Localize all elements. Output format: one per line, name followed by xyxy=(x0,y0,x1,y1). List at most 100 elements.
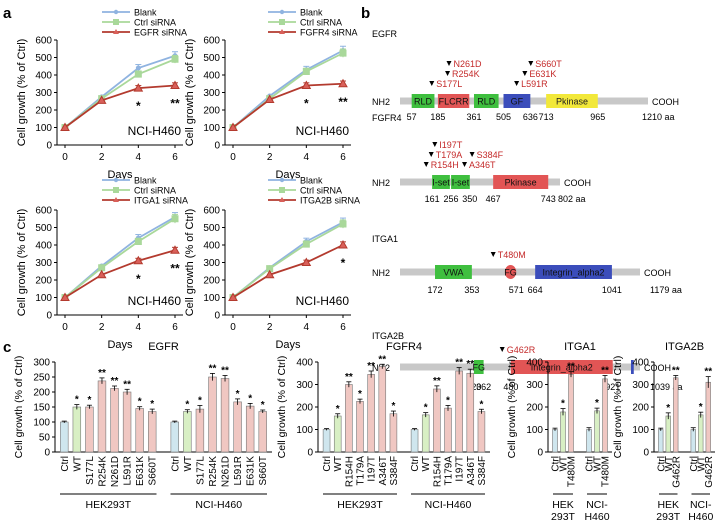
residue-position: 636 xyxy=(523,112,538,122)
data-point-square xyxy=(98,264,106,272)
significance-marker: * xyxy=(424,403,428,414)
mutation-label: N261D xyxy=(453,59,482,69)
data-point-triangle xyxy=(96,269,107,279)
data-point-triangle xyxy=(133,83,144,92)
protein-name: ITGA2B xyxy=(372,331,404,341)
x-axis-label: Days xyxy=(107,339,133,351)
y-tick-label: 0 xyxy=(46,141,52,152)
category-label: T480M xyxy=(567,456,578,487)
y-tick-label: 200 xyxy=(632,403,649,414)
data-point-square xyxy=(339,220,347,228)
cooh-terminus-label: COOH xyxy=(644,268,671,278)
mutation-marker xyxy=(522,71,528,76)
domain-label: Pkinase xyxy=(505,178,537,188)
y-axis-label: Cell growth (% of Ctrl) xyxy=(13,356,25,459)
mutation-label: S660T xyxy=(535,59,562,69)
bar xyxy=(97,380,107,453)
protein-diagram-egfr: EGFR NH2 COOH RLD FLCRR RLD GF Pkinase 57 185 361 5… xyxy=(372,29,679,122)
protein-diagram-fgfr4: FGFR4 NH2 COOH I-set I-set Pkinase 161 256 350 46… xyxy=(372,113,591,204)
legend-label: Blank xyxy=(134,8,157,18)
data-point-triangle xyxy=(264,94,275,103)
domain-label: FLCRR xyxy=(439,97,470,107)
significance-marker: ** xyxy=(378,354,386,365)
bar xyxy=(195,408,205,453)
bar xyxy=(148,411,157,453)
nh2-terminus-label: NH2 xyxy=(372,178,390,188)
y-axis-label: Cell growth (% of Ctrl) xyxy=(184,209,196,317)
data-point-triangle xyxy=(301,80,312,89)
x-tick-label: 6 xyxy=(172,152,178,163)
legend-marker xyxy=(279,19,285,25)
domain-label: Pkinase xyxy=(556,97,588,107)
bar xyxy=(258,411,267,453)
mutation-marker xyxy=(445,71,451,76)
line-chart-a-egfr: 0 100 200 300 400 500 600 0 2 4 6 Days Cell growth (… xyxy=(16,8,187,182)
bar xyxy=(658,429,664,453)
residue-position: 350 xyxy=(462,194,477,204)
data-point-triangle xyxy=(170,245,180,254)
bar xyxy=(477,411,486,453)
legend-label: EGFR siRNA xyxy=(134,28,187,38)
group-label-line: NCI- xyxy=(586,499,608,511)
significance-marker: ** xyxy=(455,358,463,369)
significance-marker: ** xyxy=(123,379,131,390)
protein-domain xyxy=(473,94,499,108)
x-tick-label: 0 xyxy=(62,152,68,163)
y-tick-label: 250 xyxy=(33,373,50,384)
x-tick-label: 2 xyxy=(99,322,105,333)
y-tick-label: 400 xyxy=(203,71,220,82)
bar xyxy=(333,415,342,453)
domain-label: RLD xyxy=(414,97,433,107)
group-label: NCI-H460 xyxy=(688,499,713,522)
residue-position: 664 xyxy=(528,285,543,295)
domain-label: I-set xyxy=(432,178,450,188)
bar xyxy=(233,401,242,453)
panel-label-a: a xyxy=(3,5,12,22)
protein-domain xyxy=(493,175,549,189)
bar xyxy=(594,410,600,453)
y-tick-label: 200 xyxy=(296,403,313,414)
category-label: I197T xyxy=(455,456,466,482)
y-tick-label: 300 xyxy=(296,380,313,391)
y-tick-label: 500 xyxy=(35,53,52,64)
x-axis-label: Days xyxy=(275,339,301,351)
category-label: R154H xyxy=(344,456,355,487)
category-label: I197T xyxy=(367,456,378,482)
residue-position: 57 xyxy=(407,112,417,122)
significance-marker: ** xyxy=(98,368,106,379)
protein-domain xyxy=(546,94,598,108)
category-label: R254K xyxy=(208,456,219,487)
legend-label: Blank xyxy=(134,176,157,186)
chart-title: EGFR xyxy=(148,341,179,353)
legend-marker xyxy=(113,19,119,25)
residue-position: 161 xyxy=(425,194,440,204)
bar-chart-c-itga2b: ITGA2B 0 100 200 300 400 Cell growth (% of Ctr… xyxy=(612,341,715,522)
bar xyxy=(698,414,704,453)
bar xyxy=(705,381,711,453)
significance-marker: * xyxy=(136,99,141,113)
significance-marker: * xyxy=(75,395,79,406)
significance-marker: * xyxy=(304,97,309,111)
bar xyxy=(378,366,387,453)
bar xyxy=(85,406,94,453)
group-label-line: NCI- xyxy=(690,499,712,511)
data-point-triangle xyxy=(228,122,238,131)
protein-length: 1210 aa xyxy=(642,112,675,122)
cell-line-annotation: NCI-H460 xyxy=(128,294,182,308)
x-tick-label: 4 xyxy=(136,322,142,333)
residue-position: 480 xyxy=(503,382,518,392)
domain-label: FG xyxy=(473,363,486,373)
group-label-line: H460 xyxy=(584,511,609,522)
bar xyxy=(568,374,574,453)
significance-marker: * xyxy=(358,389,362,400)
line-chart-a-itga2b: 0 100 200 300 400 500 600 0 2 4 6 Days Cell growth (… xyxy=(184,176,360,352)
category-label: N261D xyxy=(221,456,232,487)
significance-marker: ** xyxy=(672,366,680,377)
mutation-label: E631K xyxy=(529,69,556,79)
domain-label: RLD xyxy=(477,97,496,107)
legend-label: Ctrl siRNA xyxy=(300,18,342,28)
residue-position: 921 xyxy=(605,382,620,392)
protein-name: ITGA1 xyxy=(372,234,398,244)
